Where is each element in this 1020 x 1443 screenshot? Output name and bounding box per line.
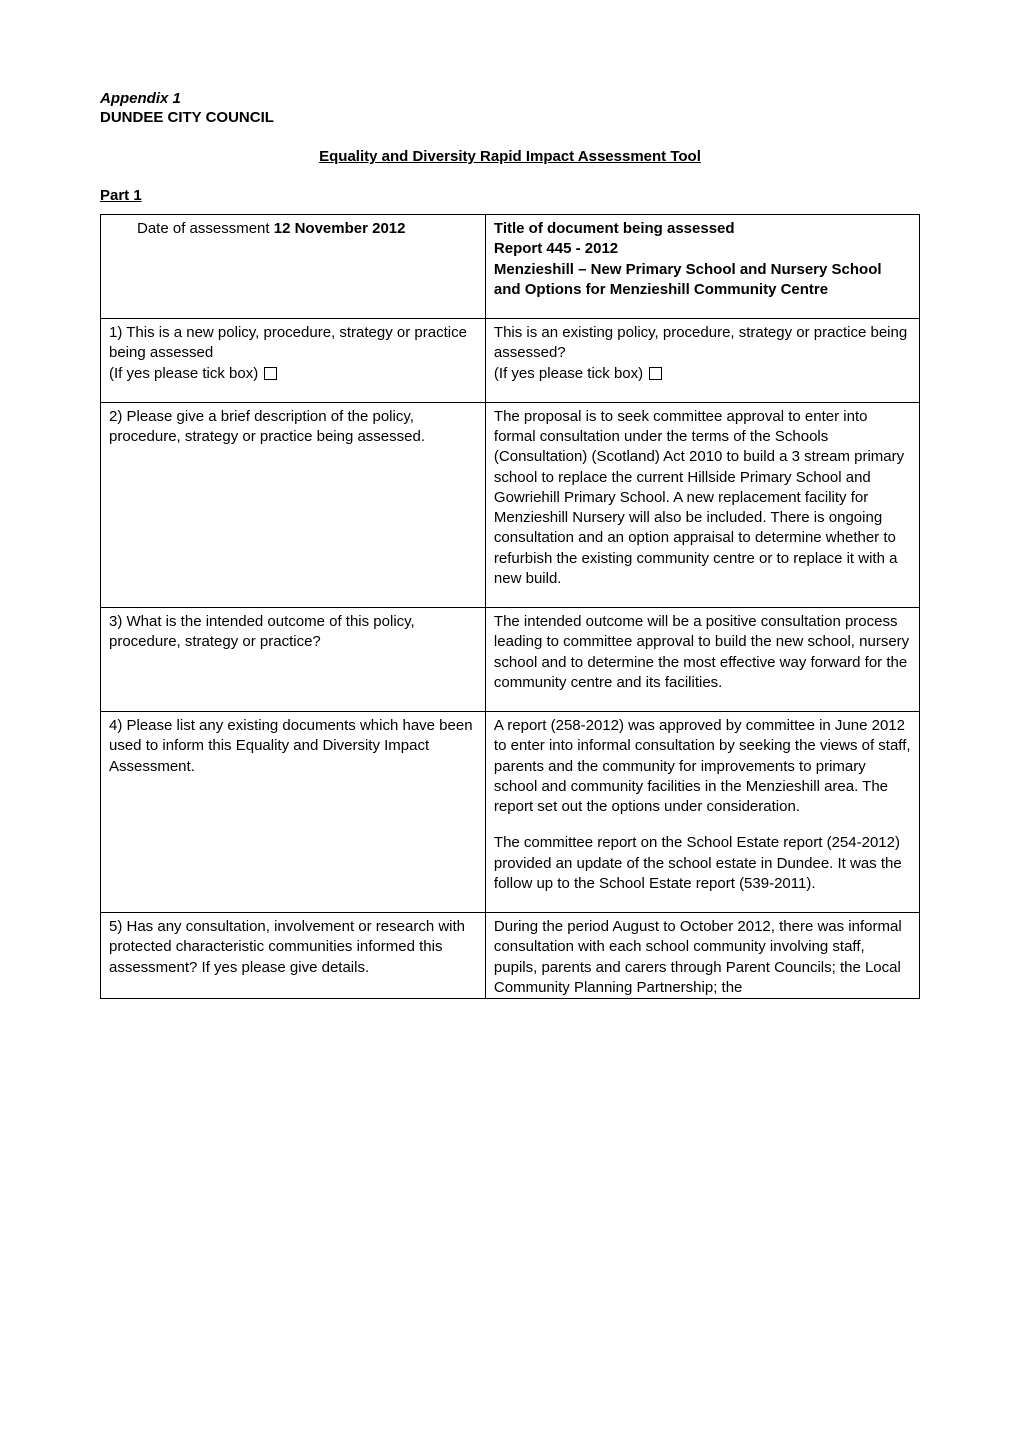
date-value: 12 November 2012 [274,220,406,237]
table-row: 1) This is a new policy, procedure, stra… [101,319,920,403]
cell-q3-right: The intended outcome will be a positive … [485,608,919,712]
appendix-label: Appendix 1 [100,90,920,107]
cell-q4-right: A report (258-2012) was approved by comm… [485,712,919,913]
q2-right-text: The proposal is to seek committee approv… [494,408,904,587]
q1-left-text: 1) This is a new policy, procedure, stra… [109,324,467,361]
cell-date-assessment: Date of assessment 12 November 2012 [101,215,486,319]
document-title: Equality and Diversity Rapid Impact Asse… [100,148,920,165]
q4-left-text: 4) Please list any existing documents wh… [109,717,473,775]
q4-right-para2: The committee report on the School Estat… [494,834,902,892]
doc-title-line1: Title of document being assessed [494,220,735,237]
table-row: 2) Please give a brief description of th… [101,402,920,607]
checkbox-icon [264,367,277,380]
cell-q1-right: This is an existing policy, procedure, s… [485,319,919,403]
q1-left-tick-label: (If yes please tick box) [109,365,262,382]
cell-q2-left: 2) Please give a brief description of th… [101,402,486,607]
doc-title-line2: Report 445 - 2012 [494,240,618,257]
cell-q5-left: 5) Has any consultation, involvement or … [101,913,486,999]
table-row: 3) What is the intended outcome of this … [101,608,920,712]
doc-title-line3: Menzieshill – New Primary School and Nur… [494,261,882,298]
paragraph-gap [494,817,911,833]
table-row: 4) Please list any existing documents wh… [101,712,920,913]
cell-q2-right: The proposal is to seek committee approv… [485,402,919,607]
q3-right-text: The intended outcome will be a positive … [494,613,909,691]
q2-left-text: 2) Please give a brief description of th… [109,408,425,445]
q3-left-text: 3) What is the intended outcome of this … [109,613,415,650]
part-label: Part 1 [100,187,920,204]
cell-q1-left: 1) This is a new policy, procedure, stra… [101,319,486,403]
council-name: DUNDEE CITY COUNCIL [100,109,920,126]
q1-right-tick-label: (If yes please tick box) [494,365,647,382]
q5-right-text: During the period August to October 2012… [494,918,902,996]
cell-q3-left: 3) What is the intended outcome of this … [101,608,486,712]
q5-left-text: 5) Has any consultation, involvement or … [109,918,465,976]
date-prefix: Date of assessment [137,220,274,237]
assessment-table: Date of assessment 12 November 2012 Titl… [100,214,920,999]
cell-q5-right: During the period August to October 2012… [485,913,919,999]
q4-right-para1: A report (258-2012) was approved by comm… [494,717,911,815]
checkbox-icon [649,367,662,380]
q1-right-text: This is an existing policy, procedure, s… [494,324,907,361]
cell-doc-title: Title of document being assessed Report … [485,215,919,319]
table-row: Date of assessment 12 November 2012 Titl… [101,215,920,319]
table-row: 5) Has any consultation, involvement or … [101,913,920,999]
cell-q4-left: 4) Please list any existing documents wh… [101,712,486,913]
